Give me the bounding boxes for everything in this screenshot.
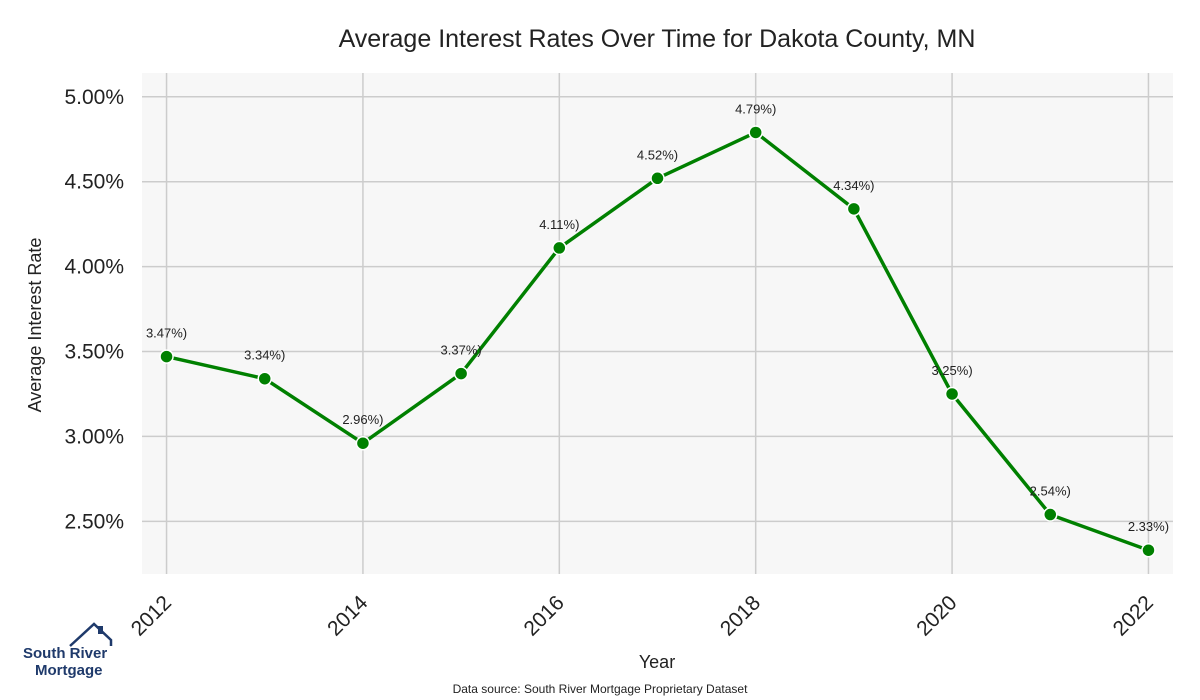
data-label: 4.79%) (735, 101, 776, 116)
y-axis-ticks: 2.50% 3.00% 3.50% 4.00% 4.50% 5.00% (64, 86, 124, 534)
x-tick-label: 2016 (520, 591, 569, 640)
data-point (748, 125, 763, 140)
plot-area (142, 73, 1173, 574)
data-label: 3.34%) (244, 348, 285, 363)
data-label: 3.37%) (441, 343, 482, 358)
y-tick-label: 3.00% (64, 425, 124, 448)
chart-title: Average Interest Rates Over Time for Dak… (339, 25, 976, 53)
data-point (650, 171, 665, 186)
grid-lines (142, 73, 1173, 574)
data-label: 3.25%) (931, 363, 972, 378)
x-axis-label: Year (639, 652, 675, 672)
data-points (159, 125, 1156, 558)
x-tick-label: 2012 (127, 591, 176, 640)
x-axis-ticks: 2012 2014 2016 2018 2020 2022 (127, 591, 1158, 641)
data-label: 2.33%) (1128, 519, 1169, 534)
data-label: 3.47%) (146, 326, 187, 341)
house-roof-icon (69, 622, 113, 647)
data-labels: 3.47%) 3.34%) 2.96%) 3.37%) 4.11%) 4.52%) 4.79… (146, 101, 1169, 534)
data-point (846, 201, 862, 217)
x-tick-label: 2020 (912, 591, 961, 640)
logo-text-line2: Mortgage (35, 662, 103, 679)
y-tick-label: 3.50% (64, 341, 124, 364)
x-tick-label: 2014 (323, 591, 373, 641)
data-label: 4.34%) (833, 178, 874, 193)
data-point (355, 435, 371, 451)
data-point (453, 366, 469, 381)
data-point (1141, 542, 1156, 558)
y-axis-label: Average Interest Rate (25, 238, 45, 413)
y-tick-label: 5.00% (64, 86, 124, 109)
data-label: 2.54%) (1030, 484, 1071, 499)
y-tick-label: 2.50% (64, 510, 124, 533)
x-tick-label: 2022 (1109, 591, 1158, 640)
data-label: 4.11%) (539, 217, 579, 232)
data-source-note: Data source: South River Mortgage Propri… (453, 682, 748, 696)
data-point (944, 386, 960, 402)
y-tick-label: 4.00% (64, 256, 124, 279)
data-point (552, 240, 567, 256)
data-point (1043, 507, 1058, 522)
x-tick-label: 2018 (716, 591, 765, 640)
company-logo: South River Mortgage (23, 622, 113, 679)
data-point (159, 349, 174, 364)
logo-text-line1: South River (23, 645, 107, 662)
data-label: 2.96%) (342, 412, 383, 427)
data-label: 4.52%) (637, 147, 678, 162)
data-point (257, 371, 272, 386)
y-tick-label: 4.50% (64, 171, 124, 194)
chimney-icon (98, 626, 103, 634)
